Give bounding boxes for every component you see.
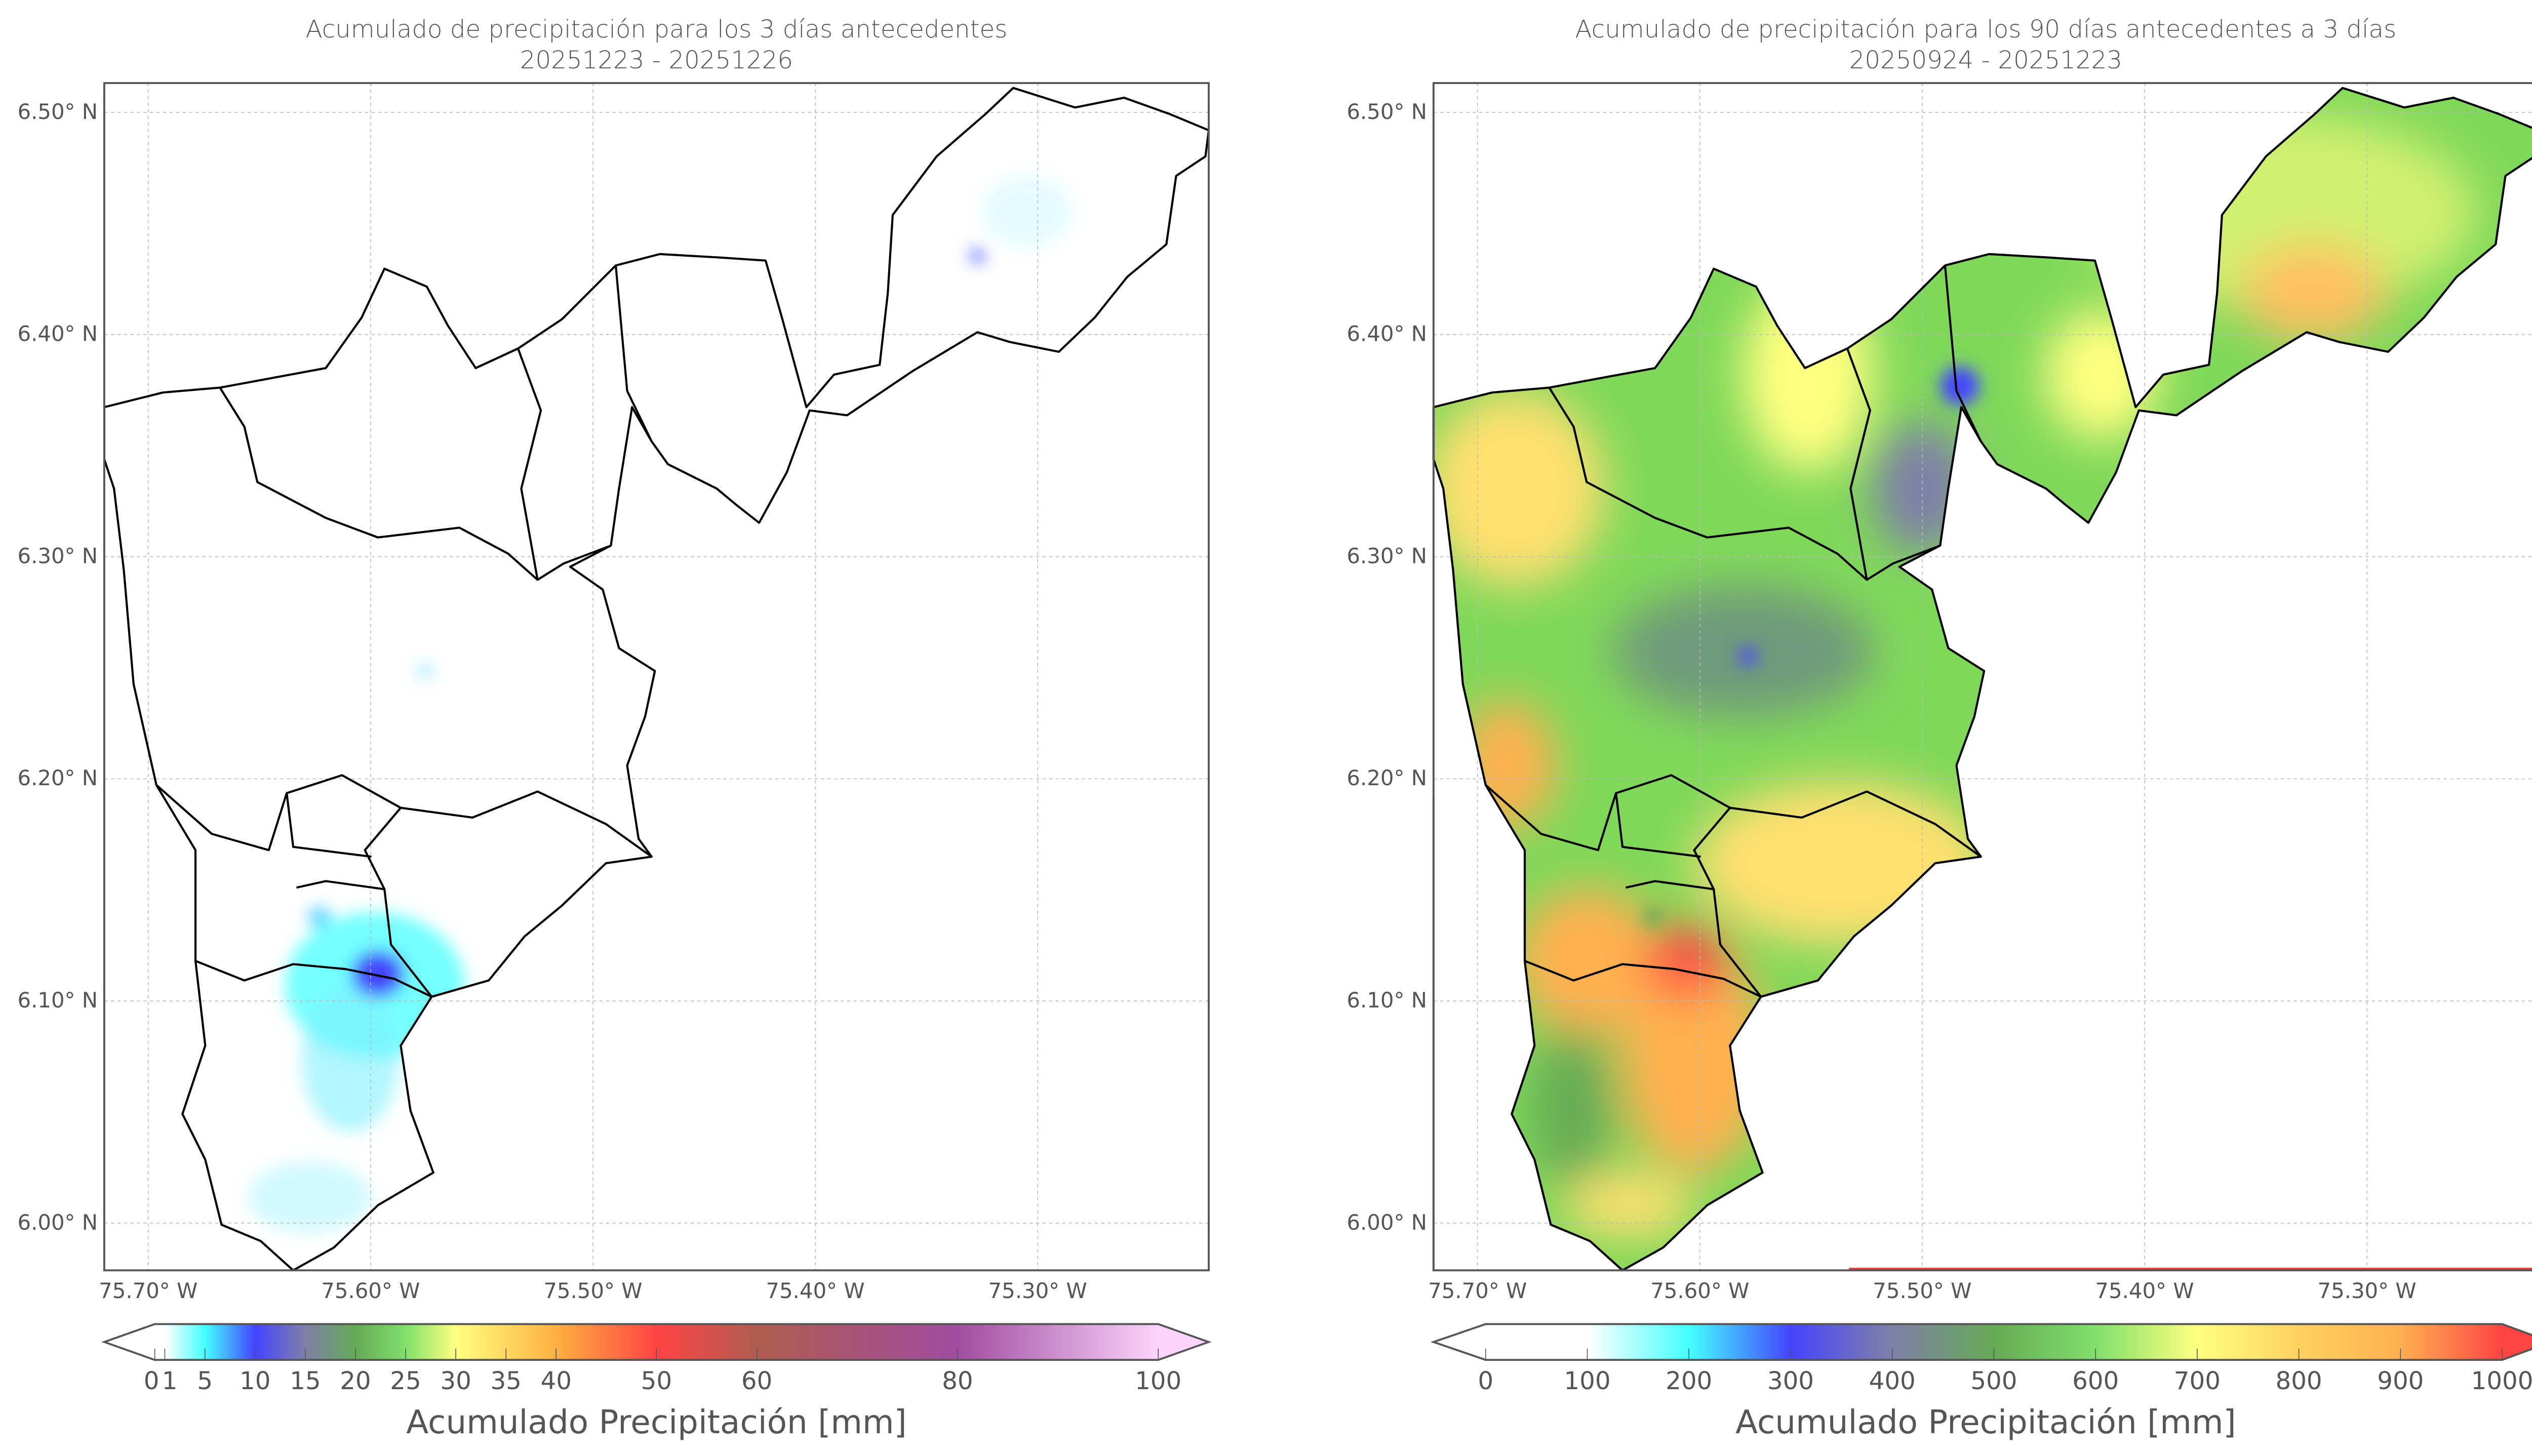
colorbar-tick-label: 10 xyxy=(240,1367,270,1395)
municipal-border xyxy=(155,774,402,890)
colorbar-tick-label: 0 xyxy=(1478,1367,1493,1395)
colorbar-tick-label: 5 xyxy=(197,1367,213,1395)
colorbar-tick-label: 400 xyxy=(1869,1367,1916,1395)
municipal-border xyxy=(1729,790,1982,858)
map-panel-3-days: Acumulado de precipitación para los 3 dí… xyxy=(17,15,1212,1441)
colorbar-label: Acumulado Precipitación [mm] xyxy=(1735,1403,2236,1441)
colorbar-extend-max xyxy=(1158,1324,1209,1360)
municipal-border xyxy=(286,793,372,858)
graticule xyxy=(104,83,1209,1271)
axes-frame xyxy=(103,82,1210,1272)
colorbar-tick-label: 1000 xyxy=(2471,1367,2532,1395)
panel-subtitle-dates: 20251223 - 20251226 xyxy=(520,46,793,74)
colorbar-tick-label: 600 xyxy=(2072,1367,2119,1395)
x-tick-label: 75.70° W xyxy=(1428,1278,1527,1303)
colorbar-tick-label: 25 xyxy=(390,1367,421,1395)
department-outline xyxy=(104,87,1209,1271)
municipal-border xyxy=(614,265,653,442)
map-panel-90-days: Acumulado de precipitación para los 90 d… xyxy=(1347,15,2532,1441)
axis-ticks: 75.70° W 75.60° W 75.50° W 75.40° W 75.30° W… xyxy=(1347,99,2416,1303)
x-tick-label: 75.50° W xyxy=(543,1278,642,1303)
colorbar-tick-label: 15 xyxy=(290,1367,321,1395)
colorbar: 0 100 200 300 400 500 600 700 800 900 1000 xyxy=(1430,1323,2532,1395)
colorbar-tick-label: 300 xyxy=(1767,1367,1814,1395)
colorbar-extend-min xyxy=(1433,1324,1486,1360)
colorbar-tick-label: 800 xyxy=(2276,1367,2322,1395)
axes-frame xyxy=(1432,82,2532,1272)
x-tick-label: 75.70° W xyxy=(99,1278,197,1303)
graticule xyxy=(1433,83,2532,1271)
x-tick-label: 75.30° W xyxy=(988,1278,1087,1303)
y-tick-label: 6.50° N xyxy=(17,99,98,124)
precipitation-field xyxy=(247,176,1072,1233)
panel-title: Acumulado de precipitación para los 90 d… xyxy=(1575,15,2397,44)
colorbar-tick-label: 1 xyxy=(162,1367,178,1395)
municipal-border xyxy=(1524,960,1762,998)
colorbar-tick-label: 100 xyxy=(1564,1367,1610,1395)
panel-title: Acumulado de precipitación para los 3 dí… xyxy=(305,15,1007,44)
colorbar: 0 1 5 10 15 20 25 30 35 40 50 60 80 100 xyxy=(101,1323,1212,1395)
colorbar-tick-label: 700 xyxy=(2174,1367,2221,1395)
x-tick-label: 75.50° W xyxy=(1873,1278,1971,1303)
colorbar-tick-label: 900 xyxy=(2377,1367,2424,1395)
colorbar-label: Acumulado Precipitación [mm] xyxy=(406,1403,907,1441)
colorbar-tick-label: 200 xyxy=(1666,1367,1712,1395)
municipal-border xyxy=(1548,387,1868,581)
colorbar-tick-label: 100 xyxy=(1135,1367,1181,1395)
y-tick-label: 6.50° N xyxy=(1347,99,1427,124)
municipal-border xyxy=(1615,793,1701,858)
municipal-border xyxy=(219,387,538,581)
colorbar-tick-label: 20 xyxy=(340,1367,371,1395)
municipal-border xyxy=(1485,774,1731,890)
colorbar-tick-label: 35 xyxy=(490,1367,521,1395)
municipal-border xyxy=(1846,348,1941,581)
y-tick-label: 6.00° N xyxy=(17,1210,98,1235)
x-tick-label: 75.60° W xyxy=(1650,1278,1749,1303)
colorbar-tick-label: 30 xyxy=(440,1367,471,1395)
department-outline xyxy=(1432,87,2532,1272)
y-tick-label: 6.40° N xyxy=(1347,321,1427,346)
municipal-boundaries xyxy=(104,87,1209,1271)
x-tick-label: 75.60° W xyxy=(321,1278,420,1303)
precipitation-field xyxy=(1433,88,2532,1271)
y-tick-label: 6.20° N xyxy=(17,765,98,790)
colorbar-tick-label: 40 xyxy=(541,1367,572,1395)
y-tick-label: 6.40° N xyxy=(17,321,98,346)
x-tick-label: 75.40° W xyxy=(2095,1278,2194,1303)
municipal-border xyxy=(517,348,612,581)
y-tick-label: 6.00° N xyxy=(1347,1210,1427,1235)
municipal-border xyxy=(1944,265,1982,442)
y-tick-label: 6.10° N xyxy=(1347,988,1427,1013)
y-tick-label: 6.30° N xyxy=(17,543,98,568)
colorbar-tick-label: 500 xyxy=(1970,1367,2017,1395)
axis-ticks: 75.70° W 75.60° W 75.50° W 75.40° W 75.30° W… xyxy=(17,99,1087,1303)
municipal-border xyxy=(195,960,432,998)
y-tick-label: 6.20° N xyxy=(1347,765,1427,790)
municipal-border xyxy=(1625,880,1762,998)
colorbar-tick-label: 50 xyxy=(641,1367,672,1395)
municipal-border xyxy=(401,790,652,858)
panel-subtitle-dates: 20250924 - 20251223 xyxy=(1849,46,2122,74)
municipal-border xyxy=(296,880,433,998)
colorbar-tick-label: 0 xyxy=(144,1367,160,1395)
municipal-boundaries xyxy=(1432,87,2532,1272)
colorbar-extend-min xyxy=(104,1324,155,1360)
colorbar-tick-label: 60 xyxy=(741,1367,772,1395)
y-tick-label: 6.30° N xyxy=(1347,543,1427,568)
x-tick-label: 75.40° W xyxy=(766,1278,864,1303)
y-tick-label: 6.10° N xyxy=(17,988,98,1013)
x-tick-label: 75.30° W xyxy=(2317,1278,2416,1303)
colorbar-tick-label: 80 xyxy=(942,1367,973,1395)
